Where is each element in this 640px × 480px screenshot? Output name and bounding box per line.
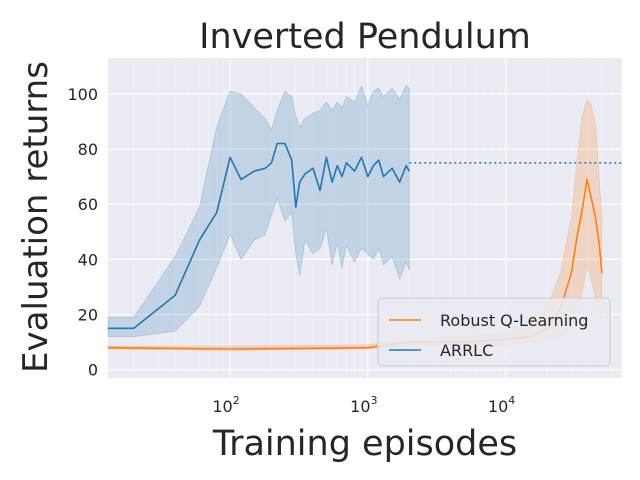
x-tick-label: 103 [350,394,377,416]
chart-title: Inverted Pendulum [199,17,531,57]
legend: Robust Q-Learning ARRLC [377,297,611,367]
legend-label-arrlc: ARRLC [440,341,493,360]
y-tick-label: 60 [78,195,98,214]
series-line-arrlc [108,142,410,330]
band-arrlc [107,84,410,337]
y-tick-label: 0 [88,361,98,380]
tick-labels: 0 20 40 60 80 100 102 103 104 [67,85,515,416]
legend-label-robust-q-learning: Robust Q-Learning [440,311,588,330]
y-tick-label: 80 [78,140,98,159]
y-tick-label: 100 [67,85,98,104]
y-tick-label: 40 [78,250,98,269]
x-tick-label: 104 [488,394,515,416]
grid [108,58,623,378]
y-axis-label: Evaluation returns [16,61,56,373]
x-tick-label: 102 [212,394,239,416]
legend-box [377,297,611,367]
x-axis-label: Training episodes [212,424,517,464]
y-tick-label: 20 [78,306,98,325]
